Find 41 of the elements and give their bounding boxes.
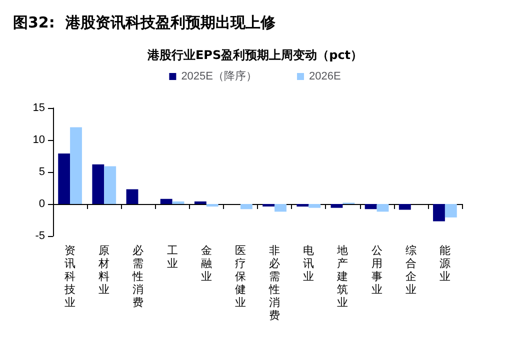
bar: [274, 204, 286, 212]
x-tick-label: 工业: [166, 244, 178, 270]
bar: [194, 201, 206, 204]
chart-title: 图32: 港股资讯科技盈利预期出现上修: [13, 14, 276, 32]
bar: [330, 204, 343, 208]
bar: [364, 204, 377, 210]
x-tick-label: 资讯科技业: [64, 244, 76, 309]
legend-label: 2025E（降序）: [181, 70, 258, 82]
bar: [160, 198, 172, 204]
y-tick-label: -5: [35, 230, 45, 242]
bar: [308, 204, 321, 208]
x-tick-label: 电讯业: [303, 244, 314, 283]
x-tick-label: 金融业: [200, 244, 212, 283]
bar: [433, 204, 445, 222]
x-tick-label: 非必需性消费: [268, 244, 280, 322]
bar: [126, 189, 138, 204]
bar: [262, 204, 275, 207]
y-tick-label: 10: [32, 134, 45, 146]
bar: [296, 204, 309, 207]
y-tick-label: 5: [38, 166, 45, 178]
bar: [444, 204, 457, 218]
x-tick-label: 医疗保健业: [234, 244, 246, 309]
x-tick-label: 公用事业: [371, 244, 382, 296]
bar: [92, 164, 104, 204]
bar: [172, 201, 184, 204]
x-tick-label: 能源业: [439, 244, 450, 283]
bar: [206, 204, 218, 207]
x-tick-label: 综合企业: [405, 244, 416, 296]
bar: [70, 127, 82, 204]
x-tick-label: 原材料业: [98, 244, 110, 296]
legend-label: 2026E: [309, 70, 341, 82]
chart-subtitle: 港股行业EPS盈利预期上周变动（pct）: [146, 48, 363, 62]
y-tick-label: 15: [32, 102, 45, 114]
bar: [58, 153, 70, 204]
bar: [376, 204, 389, 212]
x-tick-label: 地产建筑业: [336, 244, 348, 309]
x-tick-label: 必需性消费: [132, 244, 144, 309]
bar: [240, 204, 252, 210]
y-tick-label: 0: [38, 198, 45, 210]
bar: [398, 204, 411, 210]
bar: [104, 166, 116, 204]
